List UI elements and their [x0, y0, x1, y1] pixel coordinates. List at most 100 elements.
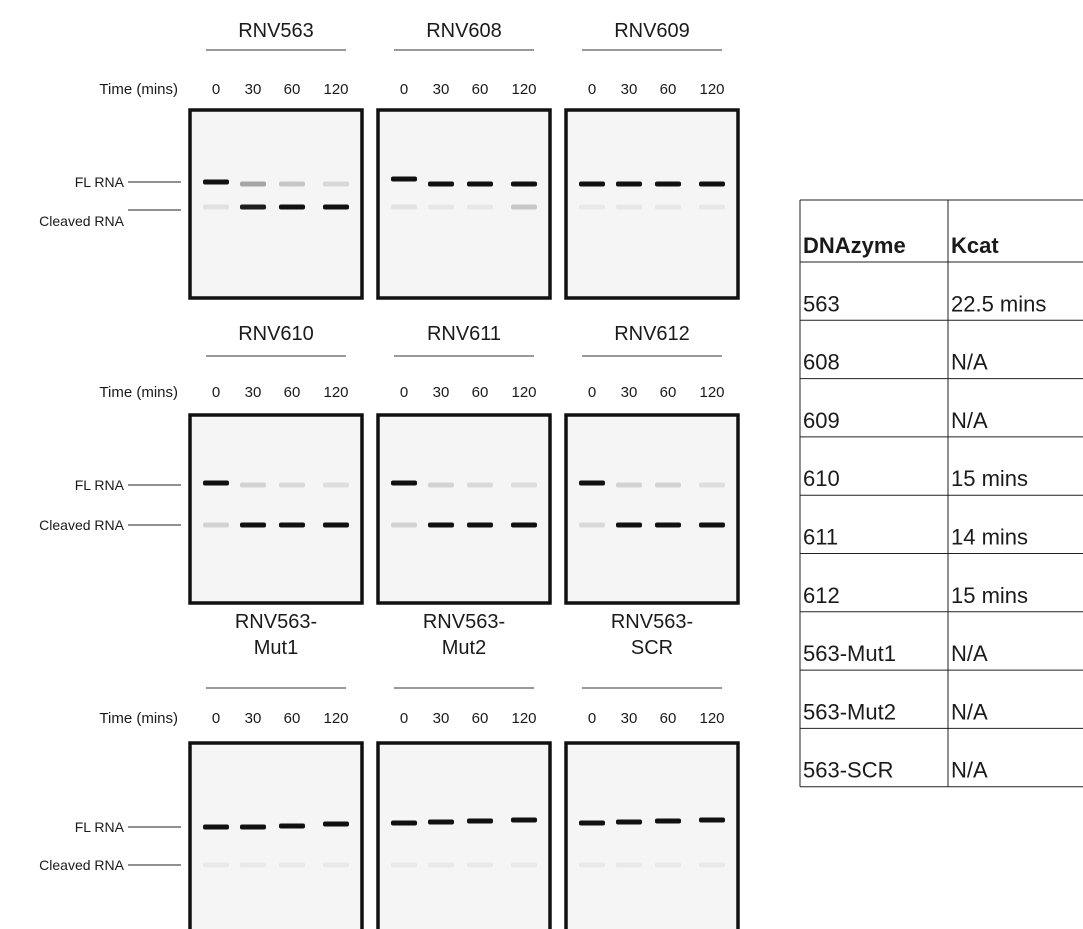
fl-band — [428, 182, 454, 187]
time-tick: 60 — [284, 384, 301, 401]
fl-band — [279, 824, 305, 829]
time-tick: 60 — [284, 81, 301, 98]
table-header: DNAzyme — [803, 233, 906, 258]
gel-title: RNV611 — [427, 323, 501, 345]
page: DNAzymeKcat56322.5 mins608N/A609N/A61015… — [0, 0, 1083, 929]
gel-title: RNV612 — [614, 323, 690, 345]
time-tick: 30 — [621, 384, 638, 401]
cleaved-band — [467, 523, 493, 528]
fl-band — [279, 182, 305, 187]
time-tick: 0 — [588, 384, 596, 401]
gel-title: RNV609 — [614, 20, 690, 42]
gel-title: RNV563- — [611, 611, 693, 633]
time-tick: 60 — [472, 384, 489, 401]
cleaved-band — [391, 523, 417, 528]
table-cell: 563 — [803, 291, 840, 316]
cleaved-band — [279, 863, 305, 868]
time-tick: 0 — [212, 81, 220, 98]
gel-image — [190, 415, 362, 603]
time-tick: 0 — [212, 384, 220, 401]
gel-image — [378, 110, 550, 298]
fl-band — [240, 483, 266, 488]
fl-band — [391, 481, 417, 486]
time-tick: 120 — [699, 81, 724, 98]
fl-band — [616, 483, 642, 488]
gel-title: RNV608 — [426, 20, 502, 42]
cleaved-label: Cleaved RNA — [39, 857, 124, 873]
table-cell: 563-SCR — [803, 758, 893, 783]
gel-title: RNV563- — [235, 611, 317, 633]
time-tick: 60 — [472, 710, 489, 727]
fl-band — [203, 481, 229, 486]
time-tick: 120 — [323, 384, 348, 401]
gel-image — [190, 743, 362, 929]
time-tick: 30 — [433, 81, 450, 98]
cleaved-band — [511, 863, 537, 868]
table-header: Kcat — [951, 233, 999, 258]
table-cell: N/A — [951, 408, 988, 433]
gel-image — [566, 110, 738, 298]
gel-title: Mut1 — [254, 637, 298, 659]
gel-image — [378, 415, 550, 603]
table-cell: 14 mins — [951, 525, 1028, 550]
cleaved-band — [655, 863, 681, 868]
time-label: Time (mins) — [99, 384, 178, 401]
time-tick: 60 — [284, 710, 301, 727]
cleaved-band — [203, 205, 229, 210]
gel-title: RNV563 — [238, 20, 314, 42]
fl-band — [428, 820, 454, 825]
time-tick: 0 — [212, 710, 220, 727]
time-tick: 30 — [245, 710, 262, 727]
gel-image — [566, 743, 738, 929]
fl-band — [699, 818, 725, 823]
table-cell: 608 — [803, 350, 840, 375]
fl-band — [467, 182, 493, 187]
time-tick: 0 — [588, 710, 596, 727]
table-cell: 611 — [803, 525, 838, 550]
cleaved-band — [655, 523, 681, 528]
cleaved-band — [699, 205, 725, 210]
time-tick: 120 — [699, 710, 724, 727]
table-cell: 15 mins — [951, 466, 1028, 491]
gel-title: RNV563- — [423, 611, 505, 633]
cleaved-band — [391, 205, 417, 210]
cleaved-band — [616, 863, 642, 868]
table-cell: 563-Mut2 — [803, 699, 896, 724]
cleaved-band — [467, 205, 493, 210]
time-tick: 60 — [472, 81, 489, 98]
time-tick: 120 — [323, 710, 348, 727]
cleaved-label: Cleaved RNA — [39, 517, 124, 533]
fl-band — [467, 819, 493, 824]
fl-band — [699, 182, 725, 187]
time-tick: 60 — [660, 710, 677, 727]
fl-band — [699, 483, 725, 488]
gel-title: RNV610 — [238, 323, 314, 345]
fl-band — [655, 819, 681, 824]
table-cell: 15 mins — [951, 583, 1028, 608]
gel-image — [566, 415, 738, 603]
fl-band — [391, 177, 417, 182]
cleaved-band — [699, 863, 725, 868]
cleaved-band — [511, 205, 537, 210]
cleaved-band — [240, 205, 266, 210]
gel-title: Mut2 — [442, 637, 486, 659]
table-cell: N/A — [951, 699, 988, 724]
table-cell: N/A — [951, 758, 988, 783]
cleaved-band — [203, 863, 229, 868]
fl-band — [203, 180, 229, 185]
fl-label: FL RNA — [75, 819, 125, 835]
fl-band — [279, 483, 305, 488]
fl-band — [511, 182, 537, 187]
table-cell: 22.5 mins — [951, 291, 1046, 316]
fl-band — [511, 818, 537, 823]
cleaved-band — [511, 523, 537, 528]
time-tick: 60 — [660, 81, 677, 98]
fl-band — [428, 483, 454, 488]
fl-band — [203, 825, 229, 830]
fl-band — [467, 483, 493, 488]
fl-band — [655, 483, 681, 488]
fl-band — [323, 822, 349, 827]
cleaved-band — [279, 205, 305, 210]
cleaved-band — [428, 863, 454, 868]
time-tick: 30 — [245, 384, 262, 401]
